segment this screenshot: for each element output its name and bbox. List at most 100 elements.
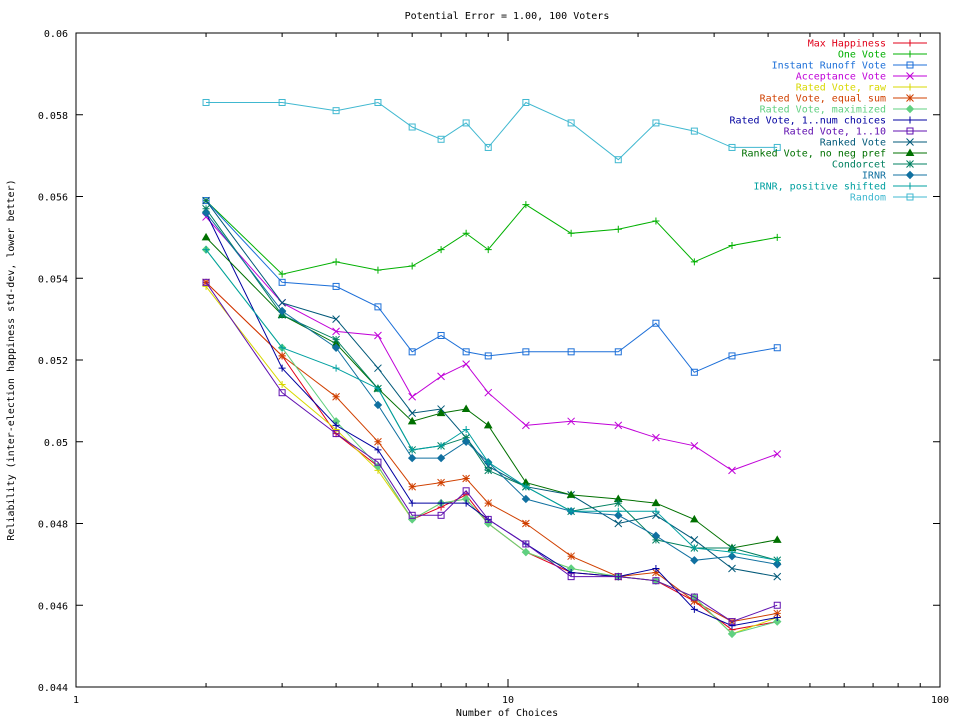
data-point-14-12 (690, 127, 698, 135)
data-point-8-2 (332, 430, 340, 438)
data-point-14-6 (462, 119, 470, 127)
data-point-7-4 (408, 499, 416, 507)
data-point-5-6 (462, 474, 470, 483)
legend-marker-10 (905, 148, 915, 156)
legend-marker-2 (906, 61, 914, 69)
data-point-2-13 (728, 352, 736, 360)
data-point-12-4 (407, 453, 417, 463)
legend-entry-2: Instant Runoff Vote (772, 61, 927, 72)
data-point-13-10 (614, 507, 622, 515)
data-point-9-3 (374, 364, 382, 373)
data-point-7-12 (690, 605, 698, 613)
data-point-8-6 (462, 487, 470, 495)
data-point-3-8 (522, 421, 530, 430)
data-point-3-6 (462, 360, 470, 368)
data-point-14-7 (484, 143, 492, 151)
legend-label-3: Acceptance Vote (796, 72, 886, 83)
data-point-2-7 (484, 352, 492, 360)
data-point-2-14 (773, 344, 781, 352)
data-point-11-7 (484, 466, 493, 475)
legend-entry-0: Max Happiness (808, 39, 927, 50)
data-point-10-6 (461, 404, 471, 413)
legend-marker-7 (906, 116, 914, 124)
legend-marker-3 (906, 72, 914, 80)
data-point-2-11 (652, 319, 660, 327)
legend-entry-8: Rated Vote, 1..10 (784, 127, 927, 138)
data-point-8-12 (690, 593, 698, 601)
y-tick-label-5: 0.054 (38, 274, 68, 285)
data-point-12-1 (277, 306, 287, 316)
data-point-13-4 (408, 446, 416, 454)
data-point-13-2 (332, 364, 340, 372)
data-point-13-3 (374, 385, 382, 393)
data-point-13-11 (652, 507, 660, 515)
data-point-2-5 (437, 331, 445, 339)
data-point-14-0 (202, 98, 210, 106)
data-point-2-8 (522, 348, 530, 356)
data-point-8-7 (484, 515, 492, 523)
data-point-5-4 (408, 482, 417, 491)
legend-label-1: One Vote (838, 50, 886, 61)
legend-marker-8 (906, 127, 914, 135)
legend-entry-6: Rated Vote, maximized (760, 105, 927, 116)
data-point-14-8 (522, 98, 530, 106)
data-point-13-13 (728, 548, 736, 556)
data-point-14-9 (567, 119, 575, 127)
data-point-1-8 (522, 201, 530, 209)
data-point-3-3 (374, 331, 382, 340)
data-point-13-12 (690, 544, 698, 552)
data-point-11-2 (332, 335, 340, 344)
y-tick-label-0: 0.044 (38, 683, 68, 694)
legend-label-8: Rated Vote, 1..10 (784, 127, 886, 138)
data-point-1-4 (408, 262, 416, 270)
x-tick-label-0: 1 (73, 695, 79, 706)
data-point-5-11 (652, 568, 660, 577)
data-point-3-4 (408, 392, 417, 401)
legend-marker-1 (906, 50, 914, 58)
legend-label-13: IRNR, positive shifted (754, 182, 886, 193)
data-point-1-2 (332, 258, 340, 266)
data-point-12-0 (201, 208, 211, 218)
data-point-2-10 (614, 348, 622, 356)
data-point-1-6 (462, 229, 470, 237)
data-point-9-14 (773, 572, 782, 581)
data-point-13-1 (278, 344, 286, 352)
data-point-10-5 (436, 408, 446, 417)
data-point-1-12 (690, 258, 698, 266)
data-point-3-14 (773, 450, 782, 458)
data-point-7-14 (773, 614, 781, 622)
legend-label-5: Rated Vote, equal sum (760, 94, 886, 105)
data-point-12-13 (727, 551, 737, 561)
data-point-5-2 (332, 392, 340, 401)
data-point-3-12 (690, 441, 699, 450)
data-point-9-1 (278, 298, 286, 307)
legend-label-11: Condorcet (832, 160, 886, 171)
series-1 (202, 197, 781, 278)
data-point-10-11 (651, 498, 661, 507)
legend-entry-4: Rated Vote, raw (796, 83, 927, 94)
legend-marker-9 (906, 138, 914, 146)
data-point-8-13 (728, 618, 736, 626)
legend-marker-4 (906, 83, 914, 91)
data-point-8-3 (374, 458, 382, 466)
data-point-3-10 (614, 421, 623, 430)
legend-marker-0 (906, 39, 914, 47)
data-point-5-14 (773, 609, 782, 618)
data-point-2-12 (690, 368, 698, 376)
data-point-14-5 (437, 135, 445, 143)
legend-entry-12: IRNR (862, 171, 927, 182)
data-point-10-9 (566, 490, 576, 498)
data-point-5-1 (278, 352, 286, 360)
legend-label-10: Ranked Vote, no neg pref (742, 149, 887, 160)
y-tick-label-8: 0.06 (44, 29, 68, 40)
legend-marker-5 (906, 94, 914, 102)
data-point-6-14 (773, 617, 782, 626)
legend-marker-14 (906, 193, 914, 201)
data-point-10-0 (201, 232, 211, 241)
legend-label-14: Random (850, 193, 886, 204)
data-point-14-2 (332, 107, 340, 115)
y-tick-label-7: 0.058 (38, 111, 68, 122)
legend-entry-10: Ranked Vote, no neg pref (742, 148, 927, 160)
legend-label-12: IRNR (862, 171, 887, 182)
